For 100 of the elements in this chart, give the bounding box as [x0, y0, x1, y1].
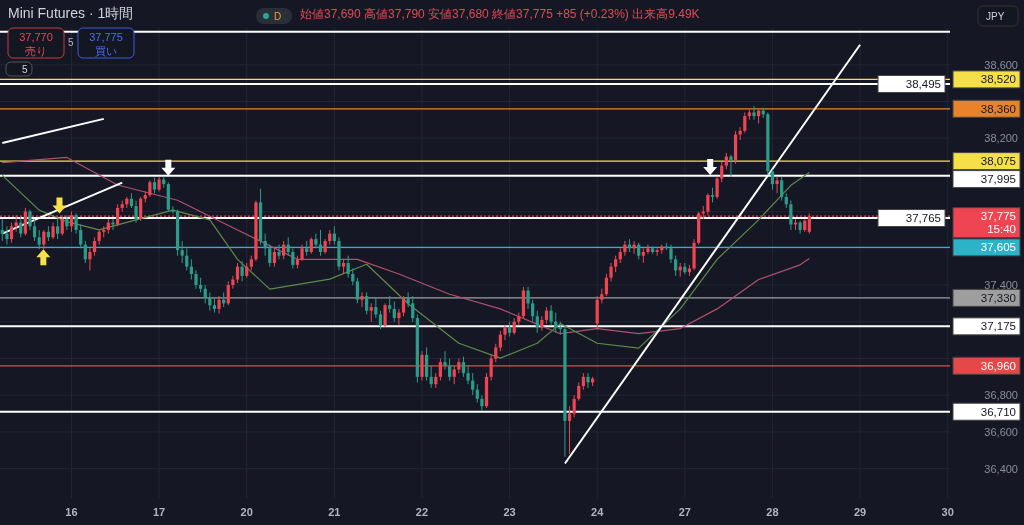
candlestick [383, 302, 387, 328]
text: D [274, 11, 282, 22]
y-tick-label: 36,600 [984, 425, 1018, 438]
candlestick [42, 229, 46, 250]
candlestick [19, 216, 23, 238]
candlestick [28, 209, 32, 231]
candlestick [780, 176, 784, 202]
candlestick [503, 324, 507, 341]
candlestick [531, 299, 535, 323]
chart-subtitle: 始値37,690 高値37,790 安値37,680 終値37,775 +85 (+0.23%) 出来高9.49K [300, 7, 700, 21]
candlestick [604, 273, 609, 297]
candlestick [9, 222, 14, 244]
candlestick [673, 255, 678, 277]
candlestick [494, 343, 498, 363]
annotation: 売り [25, 45, 47, 57]
line-series [1, 171, 810, 359]
candlestick [549, 304, 553, 326]
candlestick [475, 383, 479, 404]
chart-title: Mini Futures · 1時間 [8, 5, 134, 21]
candlestick [217, 295, 221, 314]
candlestick [365, 291, 369, 315]
ref-line-label: 36,710 [980, 405, 1016, 418]
ref-line-label: 37,995 [980, 173, 1016, 186]
candlestick [134, 200, 138, 224]
annotation: 37,775 [89, 31, 123, 43]
candlestick [369, 302, 373, 323]
annotation: 買い [95, 45, 117, 57]
candlestick [346, 255, 350, 279]
candlestick [32, 218, 37, 242]
candlestick [577, 381, 581, 402]
candlestick [355, 277, 360, 304]
candlestick [268, 244, 272, 268]
y-tick-label: 36,800 [984, 389, 1018, 402]
y-tick-label: 36,400 [984, 462, 1018, 475]
candlestick [448, 357, 452, 381]
candlestick [291, 247, 295, 270]
y-tick-label: 37,400 [984, 279, 1018, 292]
candlestick [401, 295, 406, 317]
candlestick [92, 236, 97, 257]
y-tick-label: 38,200 [984, 132, 1018, 145]
candlestick [471, 372, 475, 396]
candlestick [56, 218, 60, 240]
ref-line-label: 37,330 [980, 291, 1016, 304]
candlestick [5, 225, 9, 246]
annotation: 5 [68, 37, 74, 48]
candlestick [609, 262, 613, 282]
candlestick [752, 105, 756, 121]
ref-line-label: 37,765 [905, 212, 941, 225]
candlestick [632, 240, 636, 255]
y-tick-label: 38,600 [984, 58, 1018, 71]
candlestick [775, 176, 779, 194]
candlestick [194, 269, 198, 290]
candlestick [646, 244, 650, 255]
x-tick-label: 17 [152, 506, 166, 518]
x-tick-label: 30 [941, 506, 954, 518]
x-tick-label: 21 [328, 506, 341, 518]
x-tick-label: 27 [678, 506, 691, 518]
candlestick [23, 207, 27, 236]
ref-line-label: 38,075 [980, 155, 1016, 168]
candlestick [586, 372, 590, 389]
candlestick [37, 229, 41, 250]
candlestick [277, 244, 281, 260]
candlestick [789, 200, 793, 231]
candlestick [0, 218, 4, 242]
candlestick [715, 176, 719, 200]
candlestick [669, 244, 673, 264]
candlestick [443, 350, 447, 370]
candlestick [743, 111, 747, 134]
ref-line-label: 38,360 [980, 102, 1016, 115]
candlestick [240, 260, 244, 282]
candlestick [74, 212, 78, 235]
candlestick [466, 365, 470, 385]
ref-line-label: 37,175 [980, 320, 1016, 333]
candlestick [231, 275, 235, 290]
x-tick-label: 20 [240, 506, 253, 518]
candlestick [139, 196, 143, 222]
x-tick-label: 24 [591, 506, 605, 518]
candlestick [526, 286, 530, 310]
candlestick [185, 247, 189, 271]
candlestick [235, 262, 240, 284]
candlestick [314, 233, 318, 249]
ref-line-label: 37,605 [980, 241, 1016, 254]
candlestick [595, 295, 599, 330]
candlestick [180, 240, 184, 264]
line-series [1, 156, 810, 335]
candlestick [378, 310, 383, 330]
candlestick [461, 356, 466, 378]
candlestick [411, 295, 415, 323]
candlestick [720, 161, 724, 183]
ref-line-label: 37,775 15:40 [980, 210, 1016, 236]
x-tick-label: 22 [415, 506, 429, 518]
ref-line-label: 38,495 [905, 78, 941, 90]
candlestick [88, 247, 92, 271]
candlestick [272, 247, 277, 268]
candlestick [79, 223, 83, 249]
candlestick [282, 240, 286, 260]
candlestick [480, 394, 484, 412]
ref-line-label: 36,960 [980, 359, 1016, 372]
annotation: 37,770 [19, 31, 53, 43]
x-tick-label: 29 [853, 506, 867, 518]
